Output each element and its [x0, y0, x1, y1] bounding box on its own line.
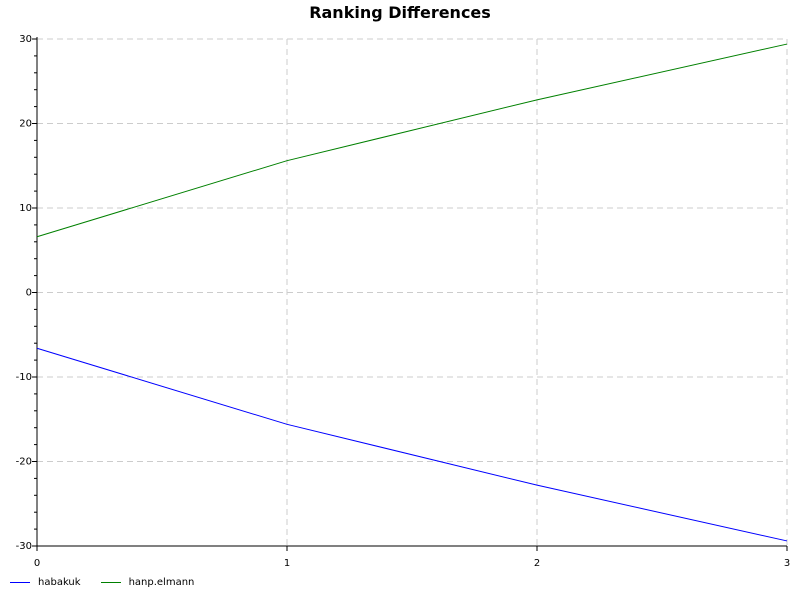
x-tick-label: 3 [784, 558, 790, 569]
legend-label-hanp-elmann: hanp.elmann [128, 577, 195, 588]
y-tick-label: 10 [19, 203, 32, 214]
legend-swatch-hanp-elmann [100, 582, 121, 583]
x-tick-label: 1 [284, 558, 290, 569]
legend-label-habakuk: habakuk [38, 577, 81, 588]
series-lines [36, 43, 788, 542]
axes [32, 37, 788, 551]
legend-item-hanp-elmann: hanp.elmann [100, 577, 195, 588]
x-tick-label: 2 [534, 558, 540, 569]
legend-item-habakuk: habakuk [10, 577, 81, 588]
grid [36, 38, 788, 547]
series-line-hanp-elmann [36, 43, 788, 238]
y-tick-label: -20 [16, 457, 32, 468]
y-tick-label: -10 [16, 372, 32, 383]
legend: habakuk hanp.elmann [10, 577, 214, 588]
y-tick-label: 20 [19, 119, 32, 130]
x-tick-label: 0 [34, 558, 40, 569]
y-tick-label: 30 [19, 34, 32, 45]
legend-swatch-habakuk [10, 582, 30, 583]
chart-title: Ranking Differences [309, 3, 491, 22]
y-tick-label: -30 [16, 541, 32, 552]
series-line-habakuk [36, 347, 788, 542]
y-tick-label: 0 [26, 288, 32, 299]
